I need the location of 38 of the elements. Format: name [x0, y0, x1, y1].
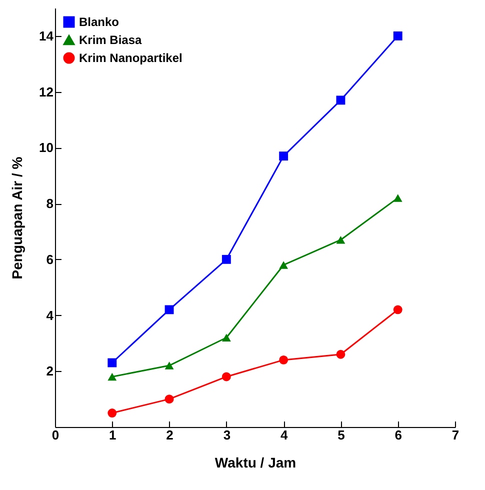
x-tick-label: 4 [280, 428, 288, 442]
point [108, 358, 117, 368]
x-tick-label: 7 [452, 428, 460, 442]
point [164, 362, 174, 370]
legend-label: Krim Nanopartikel [79, 51, 182, 65]
x-tick-label: 5 [338, 428, 345, 442]
point [393, 194, 402, 202]
x-tick-label: 2 [166, 428, 174, 442]
point [279, 355, 288, 364]
point [393, 31, 402, 40]
y-tick-label: 12 [39, 84, 54, 100]
legend-label: Blanko [79, 15, 120, 29]
y-tick-label: 6 [46, 252, 54, 267]
point [279, 152, 288, 161]
point [393, 305, 402, 314]
x-tick-label: 0 [52, 428, 60, 442]
point [164, 305, 174, 314]
point [108, 372, 117, 381]
point [222, 254, 231, 264]
y-tick-label: 10 [39, 140, 54, 156]
y-tick-label: 4 [46, 308, 54, 323]
point [108, 408, 117, 418]
x-tick-label: 1 [109, 428, 116, 442]
point [279, 261, 288, 269]
point [336, 96, 346, 105]
x-tick-label: 6 [394, 428, 402, 442]
point [222, 334, 231, 342]
point [336, 350, 346, 359]
y-tick-label: 2 [46, 364, 54, 379]
point [222, 372, 231, 382]
point [336, 236, 346, 244]
x-tick-label: 3 [223, 428, 231, 442]
y-axis-title: Penguapan Air / % [9, 156, 26, 280]
y-tick-label: 14 [39, 28, 54, 44]
point [164, 394, 174, 404]
y-tick-label: 8 [46, 196, 54, 212]
legend-label: Krim Biasa [79, 33, 142, 47]
x-axis-title: Waktu / Jam [214, 454, 296, 470]
